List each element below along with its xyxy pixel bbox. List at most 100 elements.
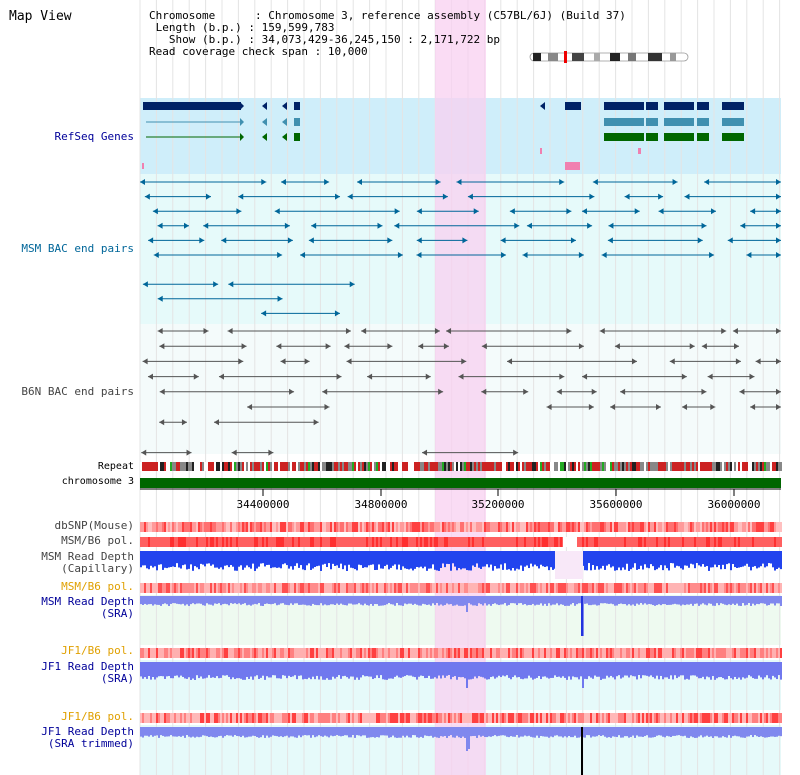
refseq-gene-block[interactable]: [664, 118, 694, 126]
msm-capillary-bar: [692, 551, 694, 565]
jf1-b6-pol2-cell: [574, 713, 576, 723]
msm-sra-bar: [748, 596, 750, 604]
repeat-segment: [242, 462, 244, 471]
jf1-read-depth-trimmed-label[interactable]: JF1 Read Depth (SRA trimmed): [41, 726, 134, 750]
jf1-trim-bar: [154, 727, 156, 736]
msm-sra-bar: [342, 596, 344, 605]
refseq-gene-block[interactable]: [722, 118, 744, 126]
refseq-gene-block[interactable]: [646, 102, 658, 110]
jf1-sra-bar: [168, 662, 170, 677]
msm-bac-end-pairs-label[interactable]: MSM BAC end pairs: [21, 242, 134, 255]
jf1-b6-pol-cell: [402, 648, 404, 658]
jf1-b6-pol-cell: [150, 648, 152, 658]
msm-bac-pair-end: [658, 208, 664, 215]
msm-b6-pol-cell: [732, 537, 734, 547]
refseq-gene-block[interactable]: [646, 118, 658, 126]
repeat-segment: [384, 462, 386, 471]
refseq-genes-label[interactable]: RefSeq Genes: [54, 130, 134, 143]
repeat-segment: [246, 462, 248, 471]
jf1-trim-bar: [320, 727, 322, 737]
msm-sra-bar: [598, 596, 600, 606]
msm-b6-pol-cell: [582, 537, 584, 547]
dbsnp-cell: [402, 522, 404, 532]
msm-bac-pair-end: [152, 208, 158, 215]
refseq-pink-block[interactable]: [565, 162, 580, 170]
msm-capillary-bar: [214, 551, 216, 568]
jf1-trim-spike: [581, 727, 583, 775]
msm-bac-pair-end: [144, 193, 150, 200]
refseq-gene-block[interactable]: [143, 102, 241, 110]
refseq-gene-block[interactable]: [697, 102, 709, 110]
refseq-gene-block[interactable]: [294, 133, 300, 141]
msm-b6-pol-cell: [248, 537, 250, 547]
msm-b6-pol-cell: [432, 537, 434, 547]
jf1-trim-bar: [454, 727, 456, 738]
jf1-b6-pol2-cell: [398, 713, 400, 723]
refseq-gene-block[interactable]: [697, 118, 709, 126]
repeat-segment: [228, 462, 230, 471]
refseq-gene-block[interactable]: [664, 133, 694, 141]
jf1-b6-pol-cell: [600, 648, 602, 658]
jf1-b6-pol2-cell: [218, 713, 220, 723]
refseq-gene-block[interactable]: [294, 102, 300, 110]
msm-b6-pol2-cell: [428, 583, 430, 593]
jf1-read-depth-sra-label[interactable]: JF1 Read Depth (SRA): [41, 661, 134, 685]
dbsnp-cell: [194, 522, 196, 532]
refseq-gene-block[interactable]: [646, 133, 658, 141]
msm-b6-pol-cell: [642, 537, 644, 547]
b6n-bac-end-pairs-label[interactable]: B6N BAC end pairs: [21, 385, 134, 398]
dbsnp-cell: [310, 522, 312, 532]
jf1-sra-bar: [484, 662, 486, 679]
refseq-gene-block[interactable]: [604, 102, 644, 110]
msm-b6-pol2-cell: [502, 583, 504, 593]
msm-sra-bar: [588, 596, 590, 606]
msm-bac-pair-end: [394, 222, 400, 229]
jf1-b6-pol2-cell: [458, 713, 460, 723]
msm-b6-pol-cell: [608, 537, 610, 547]
refseq-gene-block[interactable]: [604, 118, 644, 126]
refseq-gene-block[interactable]: [664, 102, 694, 110]
refseq-gene-block[interactable]: [604, 133, 644, 141]
jf1-b6-pol-label[interactable]: JF1/B6 pol.: [61, 644, 134, 657]
dbsnp-label[interactable]: dbSNP(Mouse): [54, 519, 134, 532]
msm-sra-bar: [154, 596, 156, 605]
msm-sra-bar: [442, 596, 444, 606]
dbsnp-cell: [776, 522, 778, 532]
msm-read-depth-sra-label[interactable]: MSM Read Depth (SRA): [41, 596, 134, 620]
chromosome-bar[interactable]: [140, 478, 781, 488]
refseq-gene-block[interactable]: [294, 118, 300, 126]
jf1-trim-bar: [442, 727, 444, 737]
jf1-b6-pol-cell: [314, 648, 316, 658]
msm-b6-pol-cell: [212, 537, 214, 547]
msm-sra-bar: [228, 596, 230, 606]
refseq-gene-block[interactable]: [697, 133, 709, 141]
refseq-gene-block[interactable]: [722, 133, 744, 141]
repeat-segment: [424, 462, 426, 471]
jf1-trim-bar: [574, 727, 576, 736]
msm-sra-bar: [324, 596, 326, 605]
jf1-trim-bar: [218, 727, 220, 737]
selection-highlight[interactable]: [435, 0, 486, 775]
jf1-trim-bar: [700, 727, 702, 736]
msm-b6-pol-2-label[interactable]: MSM/B6 pol.: [61, 580, 134, 593]
jf1-b6-pol2-cell: [226, 713, 228, 723]
jf1-b6-pol2-cell: [518, 713, 520, 723]
jf1-b6-pol-cell: [722, 648, 724, 658]
jf1-sra-bar: [392, 662, 394, 679]
jf1-b6-pol-cell: [386, 648, 388, 658]
jf1-b6-pol-cell: [706, 648, 708, 658]
refseq-gene-block[interactable]: [722, 102, 744, 110]
msm-read-depth-capillary-label[interactable]: MSM Read Depth (Capillary): [41, 551, 134, 575]
msm-b6-pol-cell: [376, 537, 378, 547]
msm-capillary-bar: [232, 551, 234, 567]
repeat-segment: [666, 462, 668, 471]
jf1-b6-pol2-cell: [242, 713, 244, 723]
dbsnp-cell: [602, 522, 604, 532]
dbsnp-cell: [718, 522, 720, 532]
msm-b6-pol-label[interactable]: MSM/B6 pol.: [61, 534, 134, 547]
repeat-segment: [264, 462, 266, 471]
jf1-b6-pol-2-label[interactable]: JF1/B6 pol.: [61, 710, 134, 723]
refseq-gene-block[interactable]: [565, 102, 581, 110]
